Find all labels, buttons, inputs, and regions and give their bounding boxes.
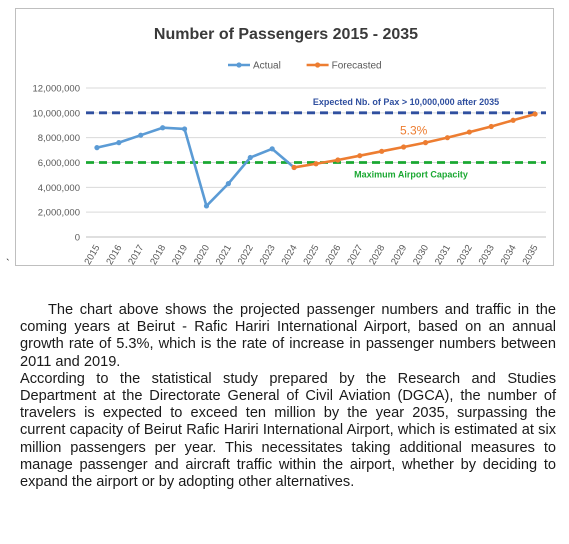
x-tick-label: 2025 bbox=[302, 243, 322, 265]
data-point bbox=[203, 203, 210, 209]
y-tick-label: 6,000,000 bbox=[38, 158, 80, 169]
x-tick-label: 2023 bbox=[258, 243, 278, 265]
data-point bbox=[313, 161, 319, 167]
series-line bbox=[293, 112, 536, 169]
x-tick-label: 2027 bbox=[345, 243, 365, 265]
legend: Actual Forecasted bbox=[228, 61, 382, 72]
passenger-line-chart: Number of Passengers 2015 - 2035 Expecte… bbox=[32, 26, 546, 265]
data-point bbox=[181, 126, 188, 132]
grid-lines bbox=[86, 87, 546, 238]
y-tick-label: 8,000,000 bbox=[38, 133, 80, 144]
y-tick-label: 0 bbox=[75, 233, 80, 244]
data-point bbox=[532, 111, 538, 117]
x-tick-label: 2032 bbox=[455, 243, 475, 265]
axis-labels: 0 2,000,000 4,000,000 6,000,000 8,000,000 10,… bbox=[32, 84, 546, 265]
x-tick-label: 2031 bbox=[433, 243, 453, 265]
data-point bbox=[94, 145, 100, 151]
data-point bbox=[247, 154, 253, 161]
x-tick-label: 2034 bbox=[499, 243, 519, 265]
data-point bbox=[379, 148, 385, 154]
legend-label: Forecasted bbox=[332, 61, 382, 72]
reference-line-label: Expected Nb. of Pax > 10,000,000 after 2… bbox=[313, 97, 499, 107]
x-tick-label: 2017 bbox=[126, 243, 146, 265]
annotations: 5.3% bbox=[400, 124, 428, 138]
x-tick-label: 2024 bbox=[280, 243, 300, 265]
stray-mark: ` bbox=[6, 258, 10, 270]
series-line bbox=[96, 126, 295, 208]
x-tick-label: 2030 bbox=[411, 243, 431, 265]
data-point bbox=[160, 125, 166, 131]
data-point bbox=[444, 135, 451, 141]
chart-title: Number of Passengers 2015 - 2035 bbox=[154, 26, 418, 43]
x-tick-label: 2020 bbox=[192, 243, 212, 265]
data-point bbox=[422, 140, 429, 146]
reference-lines: Expected Nb. of Pax > 10,000,000 after 2… bbox=[86, 97, 546, 180]
data-point bbox=[466, 129, 472, 135]
x-tick-label: 2035 bbox=[521, 243, 541, 265]
data-point bbox=[138, 132, 144, 138]
x-tick-label: 2016 bbox=[104, 243, 124, 265]
data-point bbox=[510, 117, 516, 123]
data-point bbox=[401, 144, 407, 150]
legend-marker bbox=[236, 62, 242, 68]
data-point bbox=[225, 181, 231, 187]
x-tick-label: 2026 bbox=[323, 243, 343, 265]
x-tick-label: 2019 bbox=[170, 243, 190, 265]
data-point bbox=[269, 146, 275, 152]
x-tick-label: 2018 bbox=[148, 243, 168, 265]
data-point bbox=[357, 153, 363, 159]
legend-marker bbox=[315, 62, 321, 68]
x-tick-label: 2033 bbox=[477, 243, 497, 265]
data-point bbox=[116, 140, 122, 146]
body-text: The chart above shows the projected pass… bbox=[20, 302, 556, 491]
y-tick-label: 12,000,000 bbox=[32, 84, 80, 95]
data-point bbox=[291, 164, 297, 171]
y-tick-label: 4,000,000 bbox=[38, 183, 80, 194]
x-tick-label: 2028 bbox=[367, 243, 387, 265]
legend-label: Actual bbox=[253, 61, 281, 72]
reference-line-label: Maximum Airport Capacity bbox=[354, 170, 468, 180]
y-tick-label: 2,000,000 bbox=[38, 208, 80, 219]
data-point bbox=[335, 157, 341, 163]
x-tick-label: 2021 bbox=[214, 243, 234, 265]
x-tick-label: 2015 bbox=[82, 243, 102, 265]
x-tick-label: 2022 bbox=[236, 243, 256, 265]
series-layer bbox=[94, 111, 538, 209]
paragraph-2: According to the statistical study prepa… bbox=[20, 370, 556, 491]
chart-container: Number of Passengers 2015 - 2035 Expecte… bbox=[15, 8, 554, 266]
x-tick-label: 2029 bbox=[389, 243, 409, 265]
y-tick-label: 10,000,000 bbox=[32, 108, 80, 119]
data-point bbox=[488, 123, 494, 130]
growth-rate-label: 5.3% bbox=[400, 124, 428, 138]
paragraph-1: The chart above shows the projected pass… bbox=[20, 302, 556, 370]
